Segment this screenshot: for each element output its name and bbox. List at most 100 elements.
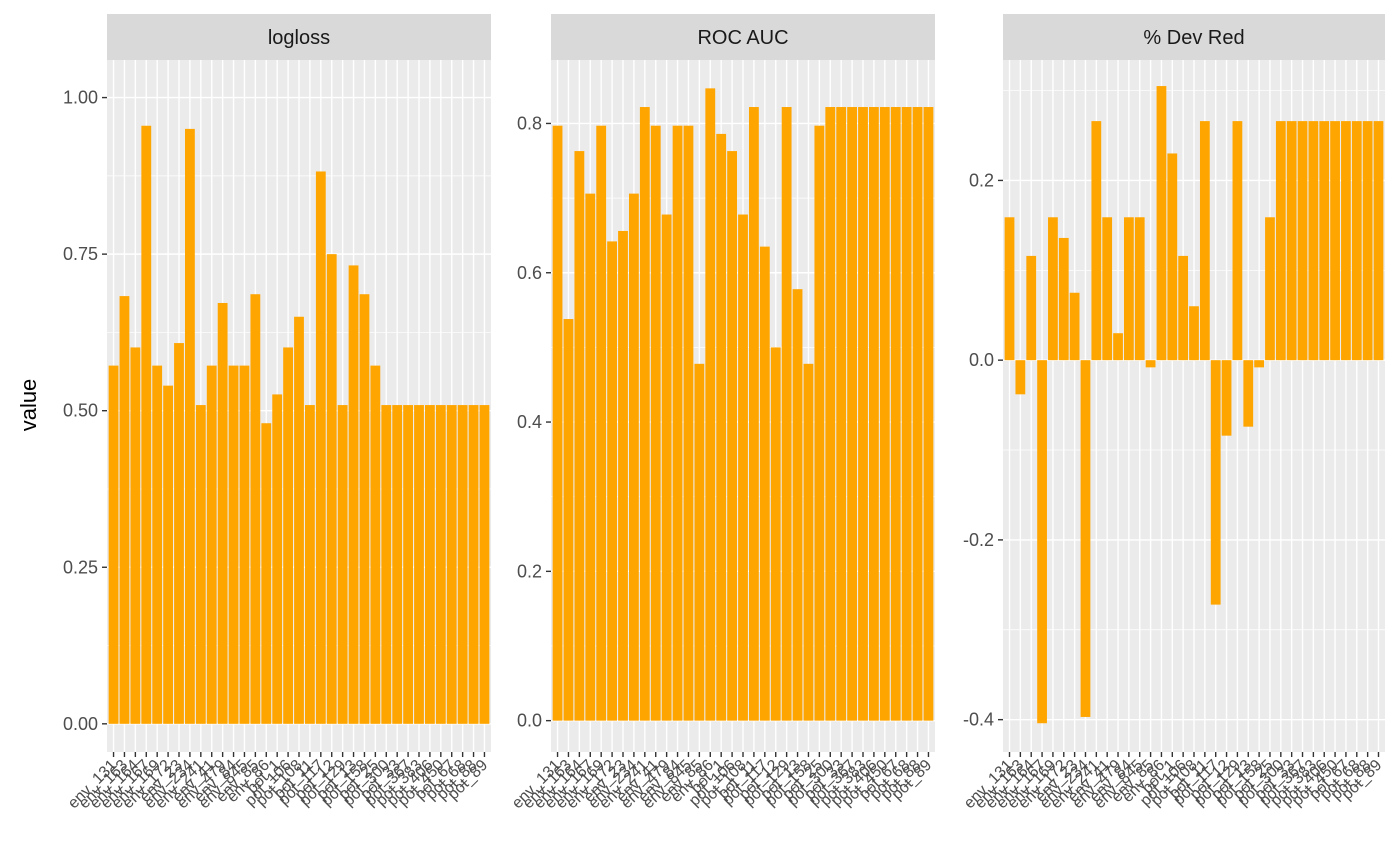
bar <box>468 405 479 724</box>
bar <box>607 241 617 721</box>
bar <box>705 88 716 721</box>
bar <box>1341 121 1351 361</box>
bar <box>661 214 672 721</box>
bar <box>130 347 141 724</box>
bar <box>1015 360 1026 395</box>
bar <box>250 294 261 724</box>
bar <box>228 365 239 724</box>
y-tick-label: 0.0 <box>969 350 994 370</box>
facet-strip <box>551 14 935 60</box>
bar <box>792 289 803 721</box>
bar <box>1362 121 1373 361</box>
bar <box>563 319 574 721</box>
bar <box>163 385 173 724</box>
facet-title: logloss <box>268 27 330 49</box>
y-tick-label: -0.2 <box>963 530 994 550</box>
bar <box>1232 121 1243 361</box>
bar <box>759 246 770 721</box>
bar <box>814 125 825 721</box>
bar <box>803 363 814 721</box>
bar <box>141 125 152 724</box>
bar <box>1254 360 1264 368</box>
bar <box>770 347 781 721</box>
bar <box>1275 121 1286 361</box>
bar <box>206 365 217 724</box>
bar <box>119 296 130 724</box>
bar <box>446 405 457 724</box>
bar <box>195 405 206 724</box>
bar <box>1134 217 1145 361</box>
bar <box>1080 360 1091 717</box>
bar <box>425 405 435 724</box>
bar <box>479 405 490 724</box>
bar <box>414 405 424 724</box>
bar <box>1189 306 1199 361</box>
bar <box>1102 217 1113 361</box>
bar <box>1319 121 1330 361</box>
bar <box>1069 292 1080 361</box>
bar <box>152 365 163 724</box>
facet-strip <box>107 14 491 60</box>
bar <box>1004 217 1015 361</box>
bar <box>1124 217 1134 361</box>
bar <box>337 405 348 724</box>
bar <box>596 125 607 721</box>
bar <box>585 193 596 721</box>
bar <box>1145 360 1156 368</box>
bar <box>457 405 468 724</box>
bar <box>185 128 195 724</box>
bar <box>1210 360 1221 605</box>
y-axis-title: value <box>16 379 41 432</box>
bar <box>639 107 650 721</box>
bar <box>1091 121 1102 361</box>
bar <box>901 107 912 721</box>
bar <box>381 405 392 724</box>
bar <box>869 107 879 721</box>
facet-panel-1: logloss0.000.250.500.751.00env_131env_16… <box>63 14 491 812</box>
y-tick-label: 0.50 <box>63 401 98 421</box>
facet-title: ROC AUC <box>697 27 788 49</box>
y-tick-label: 0.00 <box>63 714 98 734</box>
bar <box>1286 121 1297 361</box>
bar <box>1199 121 1210 361</box>
facet-strip <box>1003 14 1385 60</box>
bar <box>847 107 857 721</box>
bar <box>825 107 836 721</box>
bar <box>890 107 901 721</box>
bar <box>370 365 381 724</box>
bar <box>1351 121 1362 361</box>
bar <box>305 405 315 724</box>
bar <box>261 423 272 724</box>
y-tick-label: 0.6 <box>517 263 542 283</box>
y-tick-label: 0.25 <box>63 557 98 577</box>
bar <box>683 125 694 721</box>
bar <box>348 265 359 724</box>
bar <box>781 107 792 721</box>
bar <box>1026 255 1037 361</box>
facet-panel-3: % Dev Red-0.4-0.20.00.2env_131env_163env… <box>961 14 1385 812</box>
bar <box>629 193 639 721</box>
bar <box>1373 121 1384 361</box>
bar <box>749 107 759 721</box>
bar <box>435 405 446 724</box>
bar <box>552 125 563 721</box>
bar <box>836 107 847 721</box>
y-tick-label: 0.75 <box>63 244 98 264</box>
bar <box>1113 333 1123 361</box>
bar <box>392 405 403 724</box>
bar <box>1156 86 1167 361</box>
y-tick-label: 1.00 <box>63 88 98 108</box>
bar <box>239 365 250 724</box>
bar <box>574 151 585 721</box>
bar <box>294 316 304 724</box>
bar <box>694 363 705 721</box>
bar <box>650 125 661 721</box>
bar <box>359 294 370 724</box>
bar <box>403 405 413 724</box>
bar <box>912 107 923 721</box>
y-tick-label: 0.0 <box>517 711 542 731</box>
y-tick-label: 0.8 <box>517 113 542 133</box>
bar <box>1167 153 1178 361</box>
bar <box>1297 121 1308 361</box>
bar <box>174 343 184 724</box>
